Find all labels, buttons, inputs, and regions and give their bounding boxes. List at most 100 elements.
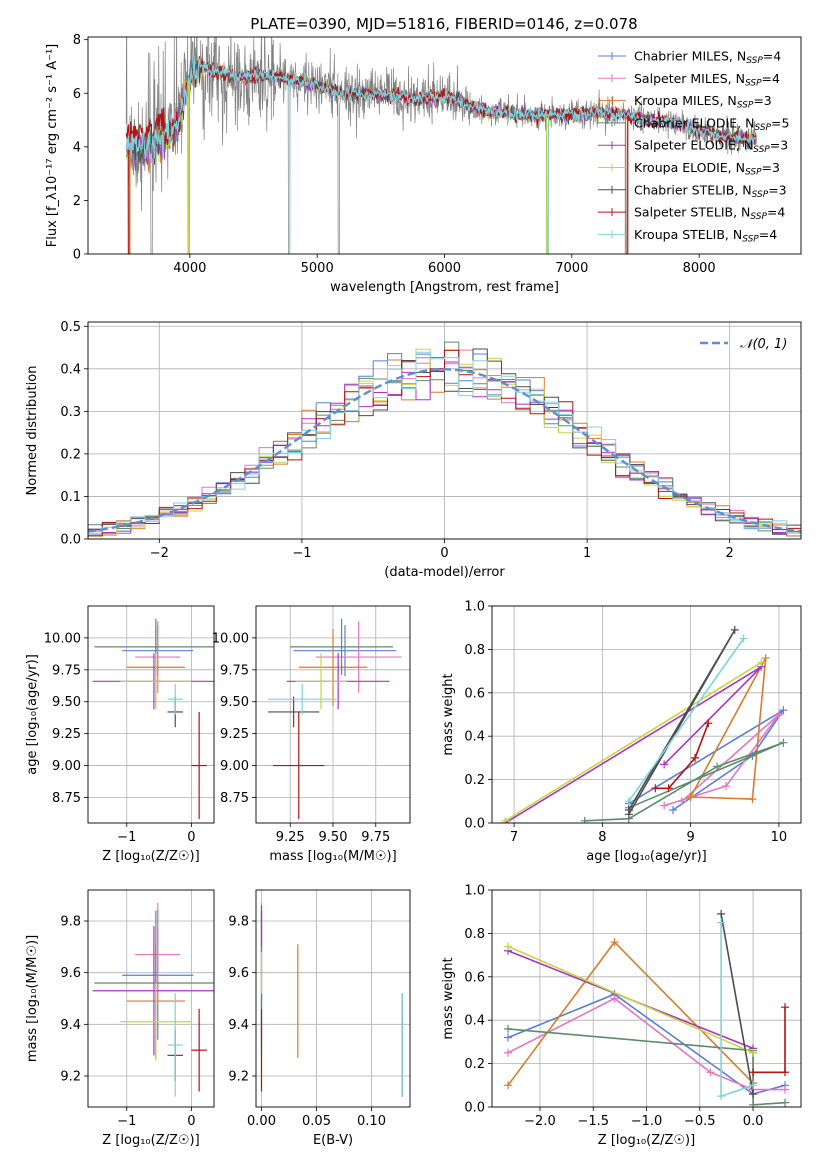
y-tick-label: 0.5 (60, 320, 81, 335)
y-tick-label: 0.4 (60, 362, 81, 377)
weight-point-marker (624, 805, 633, 814)
x-axis-label: wavelength [Angstrom, rest frame] (330, 280, 559, 295)
weight-point-marker (781, 1085, 790, 1094)
y-axis-label: Flux [f_λ10⁻¹⁷ erg cm⁻² s⁻¹ A⁻¹] (45, 44, 60, 248)
legend-label: Chabrier MILES, NSSP=4 (634, 49, 781, 67)
x-axis-label: Z [log₁₀(Z/Z☉)] (598, 1133, 695, 1148)
weight-series-line (753, 1007, 786, 1074)
weight-point-marker (721, 782, 730, 791)
legend-label: Chabrier STELIB, NSSP=3 (634, 182, 787, 200)
x-tick-label: −1 (292, 546, 311, 561)
y-tick-label: 0.2 (464, 1057, 485, 1072)
x-tick-label: −1 (117, 830, 136, 845)
y-tick-label: 0 (73, 248, 81, 263)
y-tick-label: 9.4 (60, 1018, 81, 1033)
spectrum-legend: Chabrier MILES, NSSP=4 Salpeter MILES, NS… (598, 49, 789, 244)
weight-point-marker (748, 795, 757, 804)
weight-point-marker (691, 753, 700, 762)
x-tick-label: −1.0 (631, 1114, 663, 1129)
legend-label: Chabrier ELODIE, NSSP=5 (634, 115, 789, 132)
weight-series-line (689, 657, 767, 800)
y-tick-label: 0.3 (60, 405, 81, 420)
x-tick-label: 9.25 (276, 830, 305, 845)
weight-point-marker (730, 625, 739, 634)
figure-title: PLATE=0390, MJD=51816, FIBERID=0146, z=0… (250, 15, 637, 33)
weight-point-marker (580, 816, 589, 823)
weight-series-line (628, 709, 784, 811)
weight-vs-Z-axes: −2.0 −1.5 −1.0 −0.5 0.0 0.0 0.2 0.4 0.6 0.8 1.0 Z [… (441, 884, 802, 1148)
age-vs-mass-axes: 9.25 9.50 9.75 8.75 9.00 9.25 9.50 9.75 10.00 mas… (212, 605, 411, 864)
x-tick-label: 8000 (683, 261, 716, 276)
mass-vs-EBV-axes: 0.00 0.05 0.10 9.2 9.4 9.6 9.8 E(B-V) (228, 889, 411, 1148)
weight-series (501, 625, 788, 823)
weight-point-marker (503, 1033, 512, 1042)
weight-series-line (720, 913, 754, 1095)
weight-point-marker (668, 805, 677, 814)
weight-point-marker (779, 706, 788, 715)
weight-point-marker (503, 1024, 512, 1033)
weight-point-marker (686, 792, 695, 801)
x-tick-label: 8 (598, 830, 606, 845)
spectrum-traces (125, 37, 757, 254)
errorbars (92, 902, 214, 1097)
y-tick-label: 0.2 (464, 773, 485, 788)
x-tick-label: 4000 (173, 261, 206, 276)
legend-label: Salpeter MILES, NSSP=4 (634, 71, 780, 89)
y-tick-label: 9.75 (52, 663, 81, 678)
y-tick-label: 9.75 (220, 663, 249, 678)
x-axis-label: (data-model)/error (384, 565, 505, 580)
weight-point-marker (713, 762, 722, 771)
y-tick-label: 9.6 (228, 966, 249, 981)
weight-point-marker (717, 1092, 726, 1101)
weight-point-marker (717, 909, 726, 918)
y-tick-label: 9.00 (220, 759, 249, 774)
histogram-step-line (88, 351, 801, 534)
weight-point-marker (749, 1089, 758, 1098)
spectrum-axes: 4000 5000 6000 7000 8000 0 2 4 6 8 wavelength [Ang… (45, 33, 802, 295)
x-tick-label: −0.5 (684, 1114, 716, 1129)
x-tick-label: 9.75 (361, 830, 390, 845)
x-tick-label: 5000 (301, 261, 334, 276)
normal-curve-line (88, 368, 801, 533)
y-axis-label: mass weight (441, 673, 456, 755)
weight-point-marker (749, 1068, 758, 1077)
x-tick-label: 0 (187, 830, 195, 845)
weight-point-marker (781, 1003, 790, 1012)
x-tick-label: 7000 (555, 261, 588, 276)
weight-point-marker (501, 816, 510, 823)
x-tick-label: 0.05 (302, 1114, 331, 1129)
x-tick-label: 0 (187, 1114, 195, 1129)
legend-label: Kroupa ELODIE, NSSP=3 (634, 160, 780, 178)
y-tick-label: 10.00 (212, 631, 249, 646)
y-tick-label: 2 (73, 194, 81, 209)
weight-series-line (655, 722, 710, 790)
y-tick-label: 9.2 (228, 1070, 249, 1085)
weight-point-marker (779, 738, 788, 747)
legend-label: 𝒩(0, 1) (740, 337, 787, 352)
y-tick-label: 0.4 (464, 730, 485, 745)
y-axis-label: age [log₁₀(age/yr)] (25, 654, 40, 775)
residuals-axes: −2 −1 0 1 2 0.0 0.1 0.2 0.3 0.4 0.5 (data-model)/er… (25, 320, 802, 580)
weight-series-line (504, 666, 762, 823)
y-tick-label: 1.0 (464, 884, 485, 899)
weight-point-marker (704, 719, 713, 728)
y-tick-label: 4 (73, 140, 81, 155)
x-tick-label: 0 (440, 546, 448, 561)
legend-label: Salpeter STELIB, NSSP=4 (634, 205, 785, 223)
y-tick-label: 9.00 (52, 759, 81, 774)
weight-point-marker (749, 1100, 758, 1107)
y-tick-label: 9.4 (228, 1018, 249, 1033)
x-tick-label: 0.0 (743, 1114, 764, 1129)
x-tick-label: 7 (510, 830, 518, 845)
weight-point-marker (660, 801, 669, 810)
weight-point-marker (761, 654, 770, 663)
weight-point-marker (660, 760, 669, 769)
axes-frame (87, 889, 215, 1108)
weight-series-line (663, 713, 780, 807)
x-tick-label: 6000 (428, 261, 461, 276)
weight-point-marker (503, 1081, 512, 1090)
axes-frame (491, 605, 802, 824)
histogram-steps (88, 341, 801, 539)
